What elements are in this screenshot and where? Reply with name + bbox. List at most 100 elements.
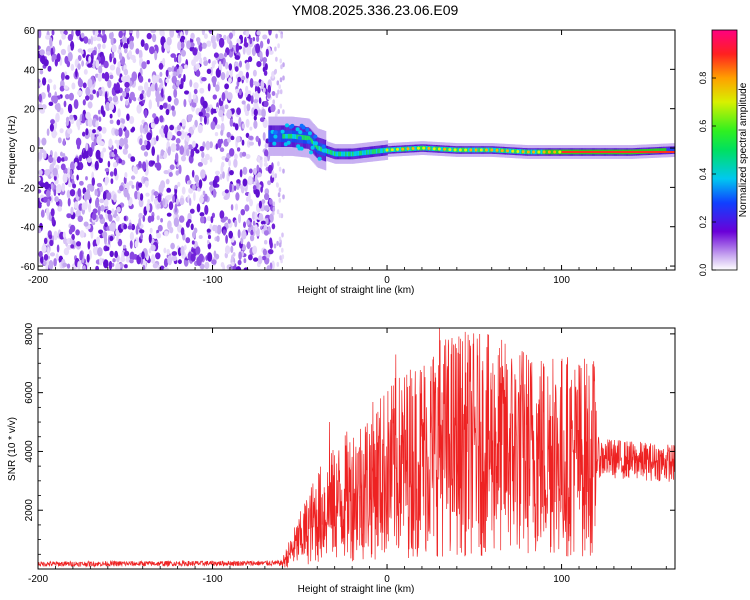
noise-point: [76, 241, 81, 247]
noise-point: [195, 69, 201, 77]
noise-point: [207, 83, 211, 92]
noise-point: [52, 167, 58, 177]
noise-point: [175, 143, 180, 151]
noise-point: [83, 36, 89, 44]
noise-point: [241, 123, 245, 129]
noise-point: [51, 216, 55, 225]
noise-point: [38, 250, 43, 258]
noise-point: [90, 35, 94, 45]
band-hot-spot: [479, 148, 483, 152]
noise-point: [177, 181, 181, 187]
noise-point: [217, 138, 222, 149]
noise-point: [144, 139, 148, 146]
noise-point: [177, 124, 181, 131]
noise-point: [106, 192, 112, 201]
band-hot-spot: [469, 148, 473, 152]
noise-point: [265, 48, 269, 58]
band-peak: [373, 149, 375, 154]
noise-point: [212, 188, 217, 198]
noise-point: [52, 95, 59, 104]
noise-point: [138, 212, 143, 219]
band-blob: [297, 136, 302, 140]
band-peak: [292, 134, 294, 139]
noise-point: [167, 67, 173, 73]
noise-point: [135, 48, 140, 55]
noise-point: [69, 169, 73, 177]
noise-point: [40, 209, 45, 218]
noise-point: [224, 245, 231, 255]
noise-point: [166, 187, 172, 193]
band-peak: [374, 149, 376, 154]
noise-point: [218, 109, 224, 118]
band-inner: [667, 148, 669, 153]
noise-point: [191, 169, 195, 178]
band-peak: [452, 147, 455, 153]
band-blob: [306, 139, 311, 144]
noise-point: [263, 100, 269, 108]
noise-point: [234, 153, 238, 160]
noise-point: [38, 169, 43, 176]
noise-point: [229, 40, 233, 50]
noise-point: [145, 192, 150, 197]
noise-point: [163, 127, 167, 134]
noise-point: [70, 244, 75, 249]
noise-point: [248, 141, 254, 146]
noise-point: [54, 196, 59, 203]
noise-point: [53, 230, 58, 241]
noise-point: [136, 30, 140, 39]
noise-point: [266, 38, 270, 45]
noise-point: [245, 85, 249, 94]
noise-point: [218, 37, 225, 48]
band-blob: [295, 127, 300, 132]
noise-point: [250, 230, 254, 236]
noise-point: [89, 93, 94, 101]
noise-point: [210, 121, 216, 130]
noise-point: [70, 63, 75, 71]
noise-point: [165, 194, 172, 201]
noise-point: [129, 40, 135, 50]
noise-point: [140, 39, 145, 47]
noise-point: [150, 193, 154, 202]
noise-point: [67, 197, 71, 207]
noise-point: [204, 193, 208, 202]
noise-point: [96, 182, 102, 188]
noise-point: [156, 215, 160, 221]
noise-point: [140, 144, 147, 151]
band-inner: [268, 130, 270, 143]
noise-point: [102, 147, 107, 153]
noise-point: [223, 34, 227, 41]
noise-point: [85, 142, 89, 152]
band-peak: [368, 149, 371, 155]
noise-point: [42, 77, 47, 86]
noise-point: [159, 30, 164, 36]
noise-point: [235, 266, 242, 270]
noise-point: [206, 228, 211, 233]
noise-point: [259, 40, 264, 49]
noise-point: [163, 151, 168, 159]
band-peak: [403, 146, 406, 152]
band-inner: [669, 148, 671, 153]
noise-point: [141, 90, 145, 95]
noise-point: [279, 89, 283, 95]
noise-point: [210, 34, 216, 45]
noise-point: [159, 104, 164, 110]
noise-point: [267, 84, 271, 94]
snr-x-label: Height of straight line (km): [298, 584, 415, 595]
band-hot-spot: [553, 150, 557, 154]
noise-point: [99, 198, 105, 204]
noise-point: [45, 51, 51, 56]
noise-point: [199, 212, 205, 217]
band-peak: [343, 151, 346, 157]
band-ridge-red: [561, 150, 675, 153]
band-peak: [335, 151, 337, 157]
band-peak: [420, 145, 422, 151]
noise-point: [102, 43, 106, 50]
band-hot-spot: [401, 147, 405, 151]
band-peak: [283, 133, 286, 139]
band-hot-spot: [422, 146, 426, 150]
noise-point: [123, 215, 127, 221]
noise-point: [45, 190, 51, 198]
noise-point: [62, 173, 68, 184]
noise-point: [255, 81, 260, 87]
noise-point: [144, 180, 149, 187]
